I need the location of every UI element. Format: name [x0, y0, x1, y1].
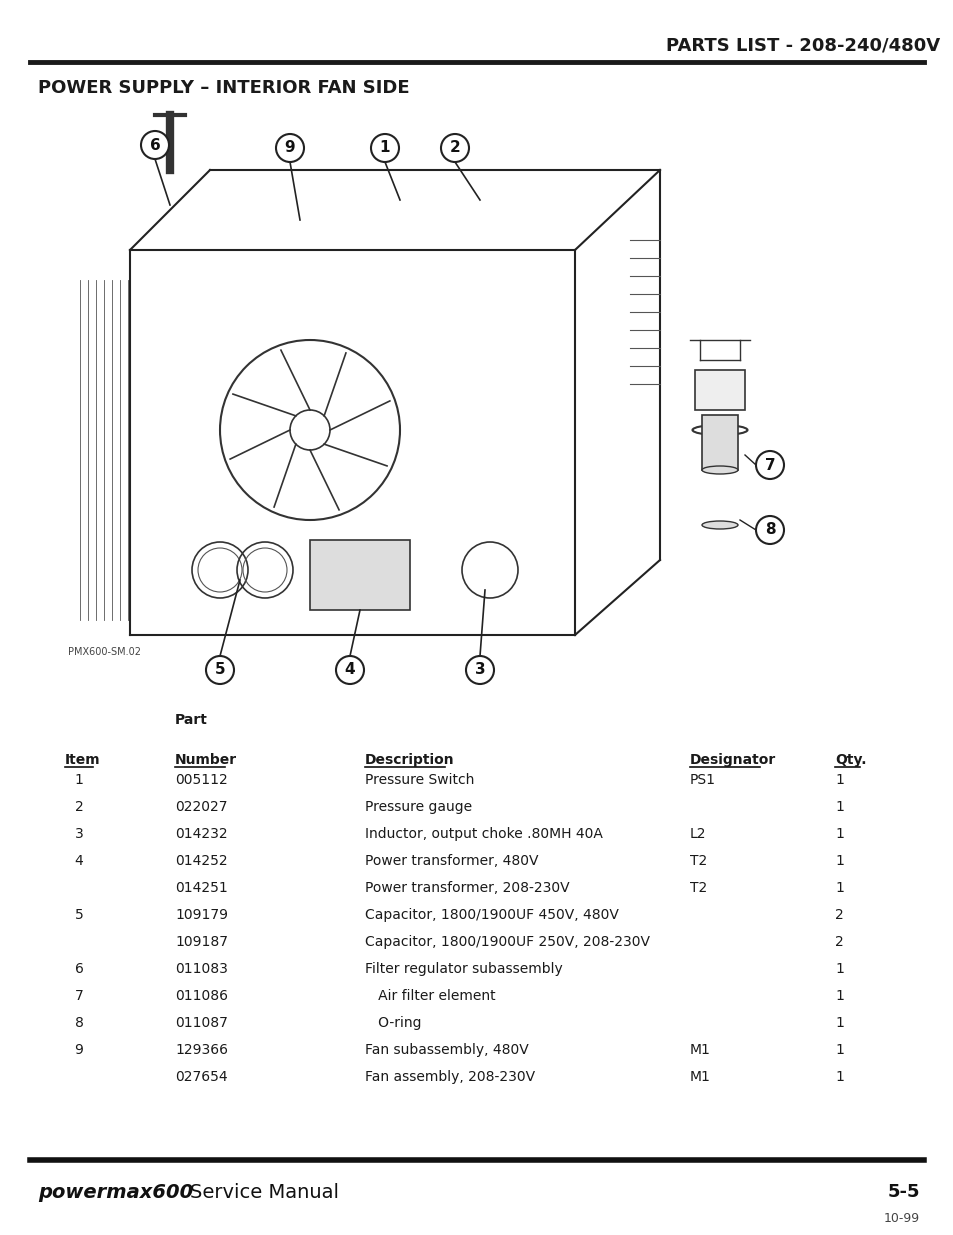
- Text: Pressure Switch: Pressure Switch: [365, 773, 474, 787]
- Text: 8: 8: [764, 522, 775, 537]
- Ellipse shape: [701, 521, 738, 529]
- Text: 8: 8: [74, 1016, 83, 1030]
- Circle shape: [755, 516, 783, 543]
- Text: 014232: 014232: [174, 827, 228, 841]
- Text: 1: 1: [834, 1070, 843, 1084]
- Text: 1: 1: [834, 989, 843, 1003]
- FancyBboxPatch shape: [310, 540, 410, 610]
- Text: 3: 3: [475, 662, 485, 678]
- Text: 014251: 014251: [174, 881, 228, 895]
- Text: 1: 1: [834, 853, 843, 868]
- Text: M1: M1: [689, 1044, 710, 1057]
- Text: 2: 2: [449, 141, 460, 156]
- Circle shape: [755, 451, 783, 479]
- Circle shape: [206, 656, 233, 684]
- Text: 2: 2: [74, 800, 83, 814]
- Text: 4: 4: [344, 662, 355, 678]
- Text: 129366: 129366: [174, 1044, 228, 1057]
- Text: 9: 9: [74, 1044, 83, 1057]
- Text: 7: 7: [74, 989, 83, 1003]
- Text: 1: 1: [74, 773, 83, 787]
- Text: 011086: 011086: [174, 989, 228, 1003]
- Text: 1: 1: [379, 141, 390, 156]
- Text: Fan assembly, 208-230V: Fan assembly, 208-230V: [365, 1070, 535, 1084]
- Text: Capacitor, 1800/1900UF 250V, 208-230V: Capacitor, 1800/1900UF 250V, 208-230V: [365, 935, 649, 948]
- Text: 1: 1: [834, 827, 843, 841]
- Text: Capacitor, 1800/1900UF 450V, 480V: Capacitor, 1800/1900UF 450V, 480V: [365, 908, 618, 923]
- Text: Power transformer, 480V: Power transformer, 480V: [365, 853, 537, 868]
- FancyBboxPatch shape: [701, 415, 738, 471]
- Text: 1: 1: [834, 773, 843, 787]
- Text: 109187: 109187: [174, 935, 228, 948]
- Text: 1: 1: [834, 962, 843, 976]
- Text: Fan subassembly, 480V: Fan subassembly, 480V: [365, 1044, 528, 1057]
- Text: Power transformer, 208-230V: Power transformer, 208-230V: [365, 881, 569, 895]
- Text: Designator: Designator: [689, 753, 776, 767]
- Text: O-ring: O-ring: [365, 1016, 421, 1030]
- Text: 1: 1: [834, 800, 843, 814]
- Circle shape: [141, 131, 169, 159]
- Text: 005112: 005112: [174, 773, 228, 787]
- Text: Description: Description: [365, 753, 455, 767]
- Text: T2: T2: [689, 881, 706, 895]
- Text: Air filter element: Air filter element: [365, 989, 496, 1003]
- Text: 1: 1: [834, 881, 843, 895]
- Text: Pressure gauge: Pressure gauge: [365, 800, 472, 814]
- Text: PS1: PS1: [689, 773, 716, 787]
- Text: 027654: 027654: [174, 1070, 228, 1084]
- Text: 3: 3: [74, 827, 83, 841]
- Text: POWER SUPPLY – INTERIOR FAN SIDE: POWER SUPPLY – INTERIOR FAN SIDE: [38, 79, 409, 98]
- Ellipse shape: [701, 466, 738, 474]
- Text: L2: L2: [689, 827, 706, 841]
- Text: 6: 6: [74, 962, 83, 976]
- Text: Service Manual: Service Manual: [190, 1182, 338, 1202]
- Text: 2: 2: [834, 908, 842, 923]
- FancyBboxPatch shape: [695, 370, 744, 410]
- Text: Item: Item: [65, 753, 100, 767]
- Text: 7: 7: [764, 457, 775, 473]
- Text: 9: 9: [284, 141, 295, 156]
- Text: 5: 5: [214, 662, 225, 678]
- Text: 011087: 011087: [174, 1016, 228, 1030]
- Circle shape: [440, 135, 469, 162]
- Text: 1: 1: [834, 1016, 843, 1030]
- Circle shape: [371, 135, 398, 162]
- Text: 014252: 014252: [174, 853, 228, 868]
- Text: 1: 1: [834, 1044, 843, 1057]
- Circle shape: [465, 656, 494, 684]
- Text: powermax600: powermax600: [38, 1182, 193, 1202]
- Text: PMX600-SM.02: PMX600-SM.02: [68, 647, 141, 657]
- Text: 4: 4: [74, 853, 83, 868]
- Text: T2: T2: [689, 853, 706, 868]
- Text: 2: 2: [834, 935, 842, 948]
- Text: M1: M1: [689, 1070, 710, 1084]
- Text: 6: 6: [150, 137, 160, 152]
- Text: 022027: 022027: [174, 800, 227, 814]
- Text: 011083: 011083: [174, 962, 228, 976]
- Text: 5-5: 5-5: [886, 1183, 919, 1200]
- Text: 10-99: 10-99: [882, 1212, 919, 1224]
- Text: PARTS LIST - 208-240/480V: PARTS LIST - 208-240/480V: [665, 36, 939, 54]
- Text: 109179: 109179: [174, 908, 228, 923]
- Text: Part: Part: [174, 713, 208, 727]
- Circle shape: [335, 656, 364, 684]
- Text: Qty.: Qty.: [834, 753, 865, 767]
- Text: 5: 5: [74, 908, 83, 923]
- Text: Inductor, output choke .80MH 40A: Inductor, output choke .80MH 40A: [365, 827, 602, 841]
- Circle shape: [275, 135, 304, 162]
- Text: Number: Number: [174, 753, 237, 767]
- Text: Filter regulator subassembly: Filter regulator subassembly: [365, 962, 562, 976]
